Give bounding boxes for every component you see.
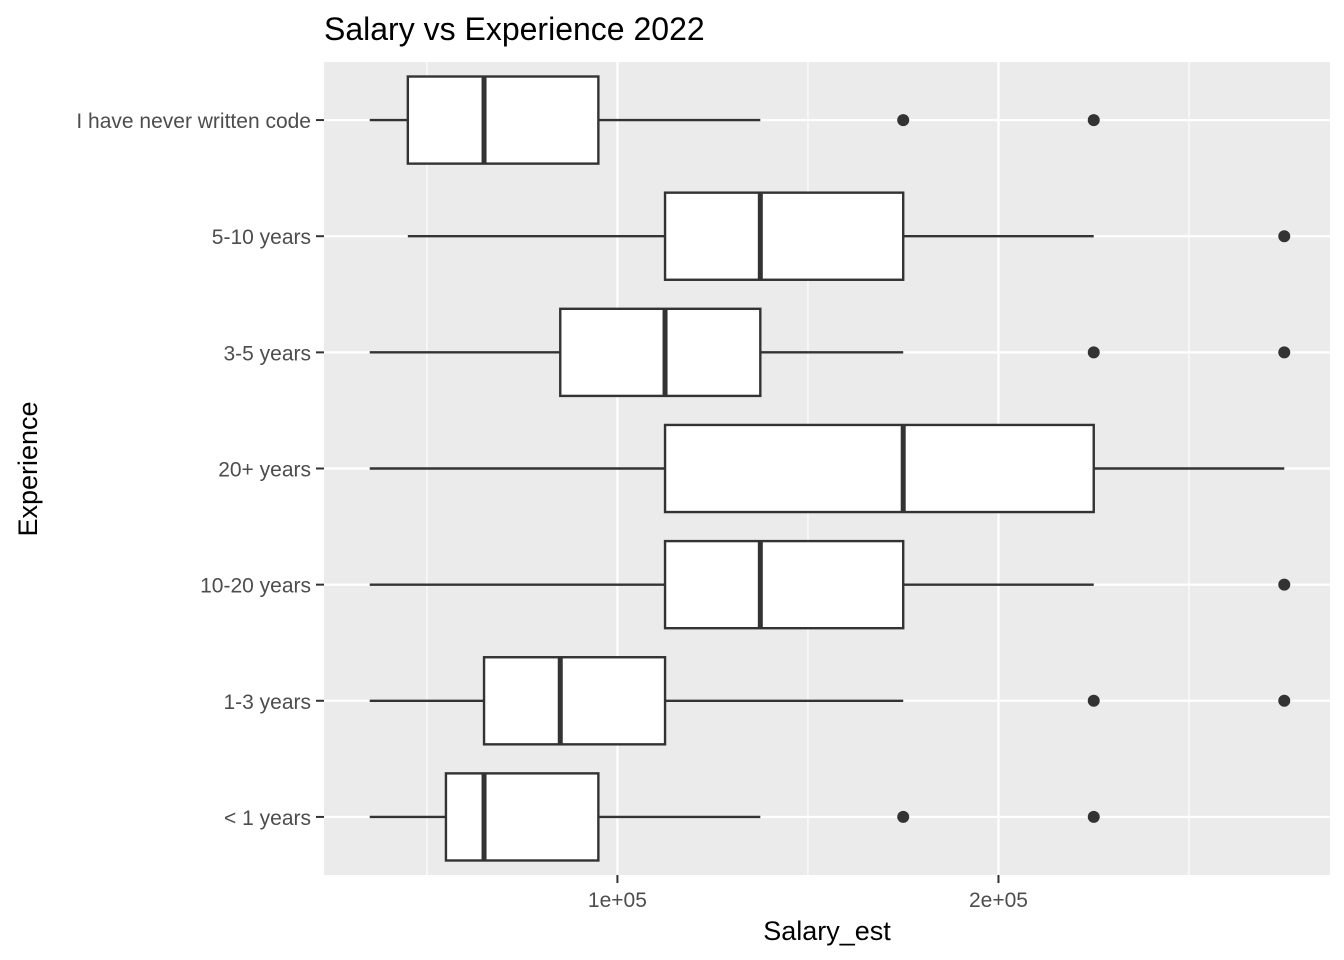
y-tick-label: I have never written code [76,110,311,133]
outlier-point [1278,578,1291,591]
outlier-point [1278,694,1291,707]
box-iqr [444,772,600,862]
x-tick-label: 1e+05 [588,889,647,912]
box-group [369,423,1285,514]
box-group [369,307,1291,398]
outlier-point [897,810,910,823]
y-axis-title: Experience [13,401,43,536]
y-tick-label: < 1 years [224,807,311,830]
box-group [407,191,1291,281]
outlier-point [1278,230,1291,243]
outlier-point [1278,346,1291,359]
x-tick-label: 2e+05 [969,889,1028,912]
box-iqr [663,539,905,630]
outlier-point [1087,694,1100,707]
x-axis-title: Salary_est [763,916,891,946]
box-group [369,539,1291,630]
outlier-point [1087,346,1100,359]
y-tick-label: 3-5 years [223,342,311,365]
box-iqr [559,307,762,398]
chart-title: Salary vs Experience 2022 [324,11,705,47]
y-tick-label: 1-3 years [223,691,311,714]
y-tick-label: 20+ years [218,459,311,482]
box-group [369,656,1291,746]
y-tick-label: 10-20 years [200,575,311,598]
outlier-point [897,114,910,127]
box-group [369,772,1100,862]
outlier-point [1087,114,1100,127]
y-tick-label: 5-10 years [212,226,311,249]
box-iqr [663,423,1095,514]
box-iqr [482,656,667,746]
box-iqr [663,191,905,281]
box-iqr [406,75,600,165]
box-group [369,75,1100,165]
outlier-point [1087,810,1100,823]
